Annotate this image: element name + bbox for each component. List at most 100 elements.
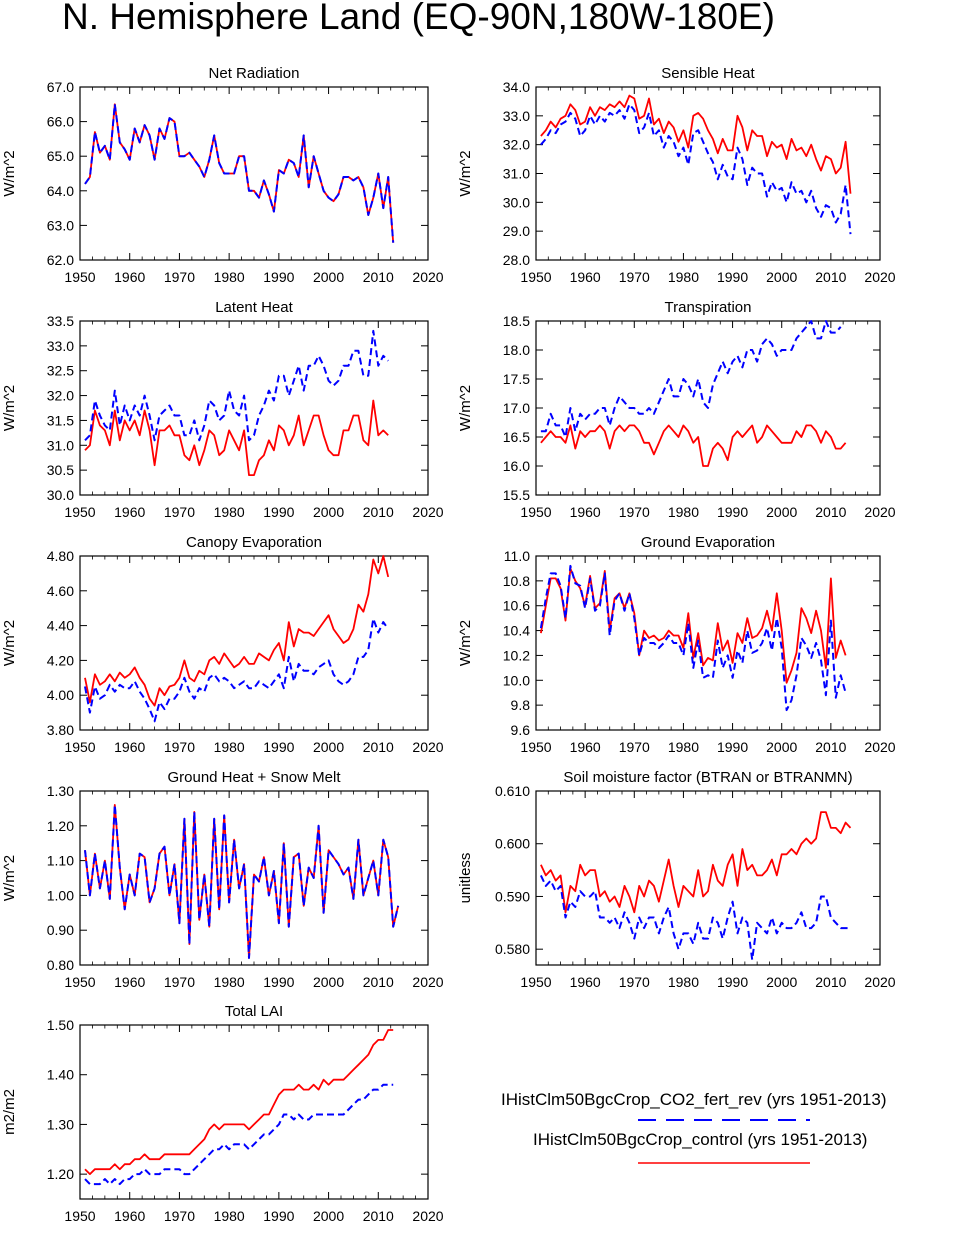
y-tick-label: 0.580 (495, 941, 530, 957)
x-tick-label: 1950 (64, 974, 95, 990)
y-tick-label: 4.80 (47, 548, 74, 564)
chart-soil-moisture-factor-btran-or-btranmn: Soil moisture factor (BTRAN or BTRANMN) u… (457, 769, 896, 990)
x-tick-label: 2010 (363, 974, 394, 990)
x-tick-label: 1950 (520, 504, 551, 520)
x-tick-label: 1960 (114, 269, 145, 285)
y-tick-label: 32.5 (47, 363, 74, 379)
plot-frame (79, 320, 429, 496)
y-tick-label: 1.10 (47, 853, 74, 869)
x-tick-label: 1980 (668, 974, 699, 990)
y-axis-label: W/m^2 (457, 385, 474, 431)
y-tick-label: 65.0 (47, 148, 74, 164)
y-tick-label: 18.0 (503, 342, 530, 358)
x-tick-label: 1980 (214, 1208, 245, 1224)
x-tick-label: 1990 (717, 504, 748, 520)
x-tick-label: 2010 (815, 504, 846, 520)
x-tick-label: 1970 (164, 1208, 195, 1224)
chart-title: Ground Evaporation (641, 534, 775, 551)
chart-title: Ground Heat + Snow Melt (167, 769, 341, 786)
x-tick-label: 2020 (864, 504, 895, 520)
x-tick-label: 1980 (214, 504, 245, 520)
x-tick-label: 2010 (815, 974, 846, 990)
series-line-co2-fert-rev (84, 329, 389, 442)
legend-label-co2-fert-rev: IHistClm50BgcCrop_CO2_fert_rev (yrs 1951… (501, 1090, 887, 1109)
x-tick-label: 1950 (520, 974, 551, 990)
x-tick-label: 2020 (864, 739, 895, 755)
chart-total-lai: Total LAI m2/m2 1950 1960 1970 1980 1990 2000 20… (1, 1003, 444, 1224)
x-tick-label: 2000 (766, 504, 797, 520)
y-tick-label: 62.0 (47, 252, 74, 268)
y-axis-label: W/m^2 (1, 150, 18, 196)
chart-transpiration: Transpiration W/m^2 1950 1960 1970 1980 1990 20… (457, 299, 896, 520)
y-tick-label: 33.0 (47, 338, 74, 354)
x-tick-label: 1990 (263, 269, 294, 285)
x-tick-label: 1980 (668, 269, 699, 285)
chart-title: Canopy Evaporation (186, 534, 322, 551)
x-tick-label: 1950 (64, 739, 95, 755)
y-tick-label: 9.8 (511, 697, 531, 713)
y-tick-label: 15.5 (503, 487, 530, 503)
y-tick-label: 31.5 (47, 412, 74, 428)
chart-canopy-evaporation: Canopy Evaporation W/m^2 1950 1960 1970 1980 1… (1, 534, 444, 755)
series-line-control (84, 555, 390, 707)
x-tick-label: 1960 (570, 269, 601, 285)
x-tick-label: 1950 (64, 504, 95, 520)
x-tick-label: 2000 (766, 269, 797, 285)
chart-ground-evaporation: Ground Evaporation W/m^2 1950 1960 1970 1980 1… (457, 534, 896, 755)
y-axis-label: m2/m2 (1, 1089, 18, 1135)
y-tick-label: 66.0 (47, 114, 74, 130)
x-tick-label: 1960 (114, 739, 145, 755)
y-tick-label: 0.590 (495, 888, 530, 904)
x-tick-label: 1960 (570, 739, 601, 755)
x-tick-label: 2000 (313, 1208, 344, 1224)
y-tick-label: 1.30 (47, 783, 74, 799)
series-line-co2-fert-rev (84, 617, 390, 723)
y-tick-label: 9.6 (511, 722, 531, 738)
chart-net-radiation: Net Radiation W/m^2 1950 1960 1970 1980 1990 20… (1, 65, 444, 285)
y-tick-label: 1.00 (47, 887, 74, 903)
y-tick-label: 1.20 (47, 1166, 74, 1182)
y-tick-label: 10.4 (503, 623, 530, 639)
legend-label-control: IHistClm50BgcCrop_control (yrs 1951-2013… (533, 1130, 868, 1149)
series-line-control (84, 103, 395, 243)
x-tick-label: 1990 (263, 974, 294, 990)
series-line-control (84, 399, 389, 477)
x-tick-label: 1990 (717, 739, 748, 755)
y-tick-label: 17.5 (503, 371, 530, 387)
x-tick-label: 1970 (619, 504, 650, 520)
series-line-co2-fert-rev (539, 564, 847, 712)
y-axis-label: W/m^2 (457, 620, 474, 666)
y-tick-label: 33.0 (503, 108, 530, 124)
x-tick-label: 2000 (313, 269, 344, 285)
y-tick-label: 4.20 (47, 652, 74, 668)
x-tick-label: 2020 (412, 974, 443, 990)
plot-frame (79, 86, 429, 261)
x-tick-label: 2000 (313, 739, 344, 755)
x-tick-label: 1960 (570, 504, 601, 520)
series-line-control (540, 811, 852, 914)
legend-line-co2-fert-rev (638, 1119, 810, 1121)
y-tick-label: 18.5 (503, 313, 530, 329)
chart-ground-heat-snow-melt: Ground Heat + Snow Melt W/m^2 1950 1960 1970… (1, 769, 444, 990)
y-tick-label: 10.0 (503, 672, 530, 688)
chart-title: Soil moisture factor (BTRAN or BTRANMN) (563, 769, 852, 786)
x-tick-label: 2000 (313, 974, 344, 990)
x-tick-label: 1990 (263, 504, 294, 520)
y-tick-label: 3.80 (47, 722, 74, 738)
y-tick-label: 0.80 (47, 957, 74, 973)
y-tick-label: 1.50 (47, 1017, 74, 1033)
y-axis-label: W/m^2 (1, 620, 18, 666)
x-tick-label: 2020 (864, 269, 895, 285)
x-tick-label: 1960 (114, 974, 145, 990)
x-tick-label: 1970 (164, 269, 195, 285)
chart-title: Sensible Heat (661, 65, 755, 82)
x-tick-label: 1970 (619, 739, 650, 755)
y-tick-label: 1.40 (47, 1067, 74, 1083)
plot-frame (79, 555, 429, 731)
x-tick-label: 1970 (164, 504, 195, 520)
series-line-co2-fert-rev (84, 103, 395, 243)
x-tick-label: 2000 (766, 974, 797, 990)
chart-sensible-heat: Sensible Heat W/m^2 1950 1960 1970 1980 1990 20… (457, 65, 896, 285)
y-tick-label: 30.5 (47, 462, 74, 478)
